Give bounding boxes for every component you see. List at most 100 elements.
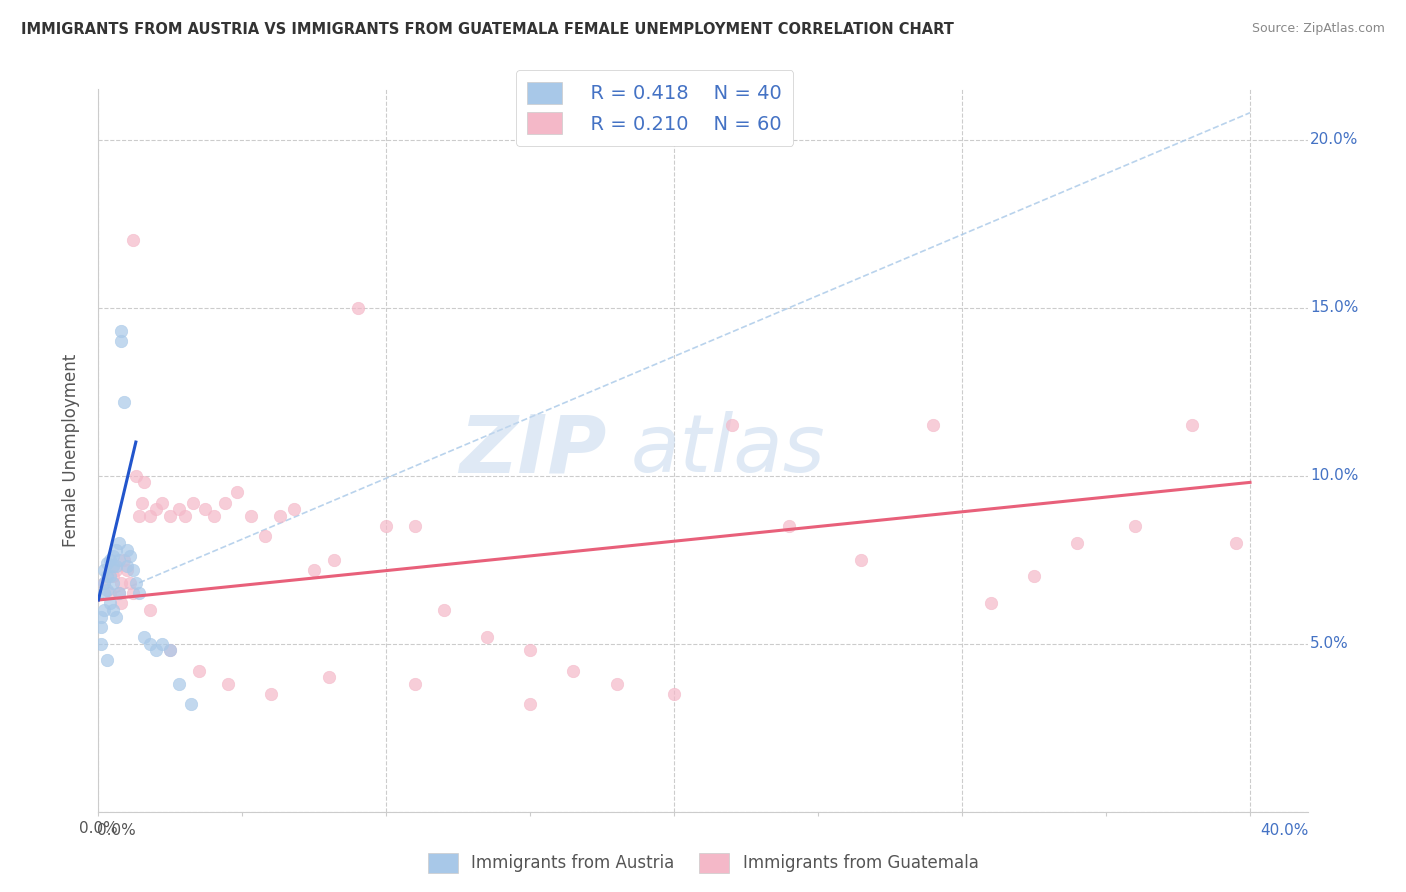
Point [122, 563, 145, 577]
Point [128, 586, 150, 600]
Point [107, 586, 129, 600]
Point [519, 697, 541, 711]
Point [323, 552, 346, 566]
Point [125, 576, 148, 591]
Point [120, 576, 142, 591]
Point [519, 643, 541, 657]
Point [96, 582, 118, 597]
Point [225, 485, 247, 500]
Point [150, 637, 173, 651]
Point [159, 508, 181, 523]
Point [90, 609, 112, 624]
Point [122, 234, 145, 248]
Point [110, 334, 132, 349]
Point [93, 576, 115, 591]
Point [101, 576, 124, 591]
Point [101, 559, 124, 574]
Point [112, 394, 135, 409]
Text: Source: ZipAtlas.com: Source: ZipAtlas.com [1251, 22, 1385, 36]
Point [96, 556, 118, 570]
Point [110, 324, 132, 338]
Point [167, 502, 190, 516]
Point [260, 687, 283, 701]
Text: 5.0%: 5.0% [1310, 636, 1348, 651]
Point [139, 637, 162, 651]
Point [139, 508, 162, 523]
Point [269, 508, 291, 523]
Legend:   R = 0.418    N = 40,   R = 0.210    N = 60: R = 0.418 N = 40, R = 0.210 N = 60 [516, 70, 793, 146]
Text: 0.0%: 0.0% [97, 823, 136, 838]
Text: 15.0%: 15.0% [1310, 300, 1358, 315]
Point [202, 508, 225, 523]
Point [134, 630, 156, 644]
Point [1022, 569, 1045, 583]
Point [980, 596, 1002, 610]
Point [139, 603, 162, 617]
Point [107, 536, 129, 550]
Point [104, 559, 127, 574]
Point [240, 508, 263, 523]
Point [107, 552, 129, 566]
Point [104, 609, 127, 624]
Text: 40.0%: 40.0% [1260, 823, 1309, 838]
Point [150, 495, 173, 509]
Point [98, 586, 121, 600]
Point [254, 529, 277, 543]
Point [98, 552, 121, 566]
Point [122, 586, 145, 600]
Point [194, 502, 217, 516]
Point [433, 603, 456, 617]
Point [131, 495, 153, 509]
Point [1066, 536, 1088, 550]
Point [120, 549, 142, 564]
Point [115, 559, 138, 574]
Point [104, 542, 127, 557]
Point [475, 630, 498, 644]
Point [125, 468, 148, 483]
Point [96, 653, 118, 667]
Point [110, 576, 132, 591]
Point [318, 670, 340, 684]
Text: atlas: atlas [630, 411, 825, 490]
Point [173, 508, 195, 523]
Point [404, 677, 426, 691]
Point [93, 586, 115, 600]
Point [90, 637, 112, 651]
Point [101, 549, 124, 564]
Text: IMMIGRANTS FROM AUSTRIA VS IMMIGRANTS FROM GUATEMALA FEMALE UNEMPLOYMENT CORRELA: IMMIGRANTS FROM AUSTRIA VS IMMIGRANTS FR… [21, 22, 953, 37]
Point [217, 677, 239, 691]
Point [104, 563, 127, 577]
Point [115, 563, 138, 577]
Point [180, 697, 202, 711]
Point [112, 552, 135, 566]
Point [214, 495, 236, 509]
Point [167, 677, 190, 691]
Point [93, 576, 115, 591]
Point [1123, 519, 1146, 533]
Point [128, 508, 150, 523]
Point [134, 475, 156, 490]
Point [159, 643, 181, 657]
Point [96, 569, 118, 583]
Point [93, 563, 115, 577]
Text: ZIP: ZIP [458, 411, 606, 490]
Point [188, 664, 211, 678]
Point [664, 687, 686, 701]
Point [98, 569, 121, 583]
Point [404, 519, 426, 533]
Point [98, 596, 121, 610]
Point [720, 418, 742, 433]
Point [110, 596, 132, 610]
Point [606, 677, 628, 691]
Text: 20.0%: 20.0% [1310, 132, 1358, 147]
Point [115, 542, 138, 557]
Point [145, 643, 167, 657]
Point [562, 664, 585, 678]
Point [283, 502, 305, 516]
Point [922, 418, 945, 433]
Point [304, 563, 326, 577]
Point [145, 502, 167, 516]
Point [101, 603, 124, 617]
Text: 10.0%: 10.0% [1310, 468, 1358, 483]
Point [1181, 418, 1204, 433]
